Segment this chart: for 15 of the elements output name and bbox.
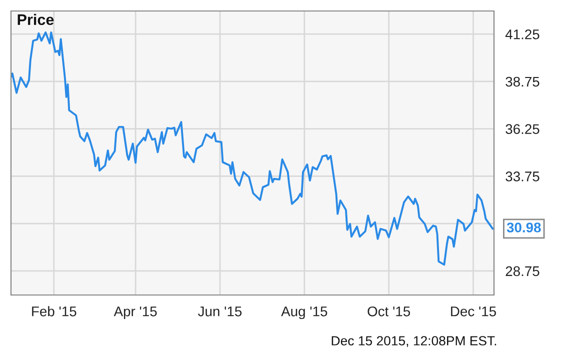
x-tick-label: Jun '15 bbox=[198, 306, 242, 316]
x-tick-label: Feb '15 bbox=[32, 306, 76, 316]
line-series bbox=[11, 31, 494, 266]
x-tick-label: Aug '15 bbox=[281, 306, 328, 320]
x-tick-label: Dec '15 bbox=[451, 306, 496, 316]
y-tick-label: 36.25 bbox=[506, 124, 540, 134]
y-tick-label: 41.25 bbox=[505, 29, 540, 40]
y-tick-label: 28.75 bbox=[506, 266, 540, 276]
x-tick-label: Oct '15 bbox=[368, 306, 410, 316]
chart-title: Price bbox=[18, 14, 54, 26]
annotation: 30.98 bbox=[506, 222, 541, 232]
y-tick-label: 38.75 bbox=[506, 76, 540, 87]
text: Dec 15 2015, 12:08PM EST. bbox=[332, 336, 496, 347]
y-tick-label: 33.75 bbox=[506, 172, 540, 182]
x-tick-label: Apr '15 bbox=[114, 306, 157, 320]
